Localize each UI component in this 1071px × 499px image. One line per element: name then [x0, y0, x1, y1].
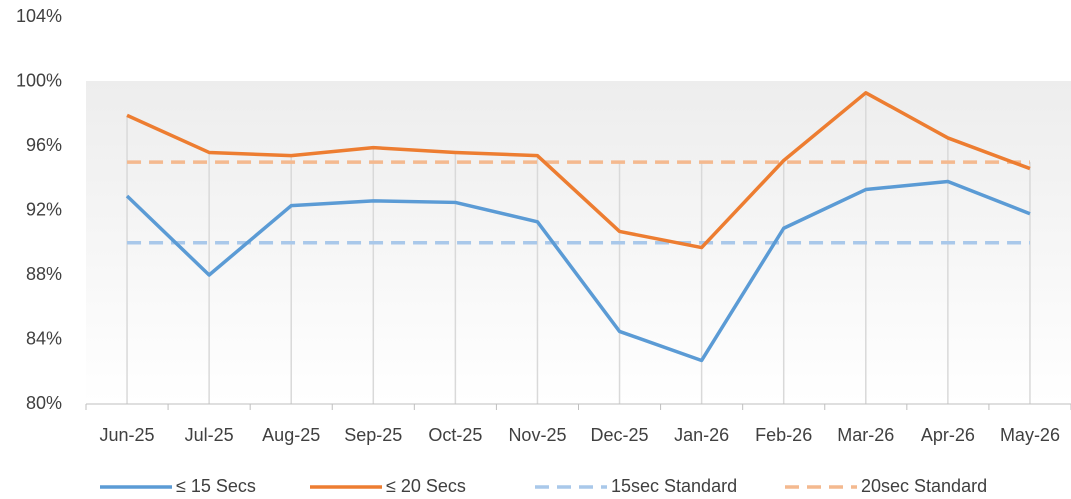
- y-tick-label: 92%: [26, 199, 62, 219]
- series-line: [126, 91, 1031, 250]
- legend-label: 20sec Standard: [861, 476, 987, 496]
- x-tick-label: Sep-25: [344, 425, 402, 445]
- x-tick-label: May-26: [1000, 425, 1060, 445]
- y-tick-label: 96%: [26, 135, 62, 155]
- x-tick-label: Dec-25: [591, 425, 649, 445]
- x-tick-label: Oct-25: [428, 425, 482, 445]
- y-tick-label: 88%: [26, 264, 62, 284]
- legend-label: 15sec Standard: [611, 476, 737, 496]
- series-line: [125, 179, 1031, 363]
- x-tick-label: Apr-26: [921, 425, 975, 445]
- x-tick-label: Jan-26: [674, 425, 729, 445]
- legend-label: ≤ 20 Secs: [386, 476, 466, 496]
- x-tick-label: Mar-26: [837, 425, 894, 445]
- y-tick-label: 104%: [16, 6, 62, 26]
- x-tick-label: Aug-25: [262, 425, 320, 445]
- y-tick-label: 80%: [26, 393, 62, 413]
- y-tick-label: 100%: [16, 70, 62, 90]
- x-tick-label: Jun-25: [100, 425, 155, 445]
- x-tick-label: Nov-25: [508, 425, 566, 445]
- x-tick-label: Jul-25: [185, 425, 234, 445]
- x-tick-label: Feb-26: [755, 425, 812, 445]
- y-tick-label: 84%: [26, 328, 62, 348]
- legend-label: ≤ 15 Secs: [176, 476, 256, 496]
